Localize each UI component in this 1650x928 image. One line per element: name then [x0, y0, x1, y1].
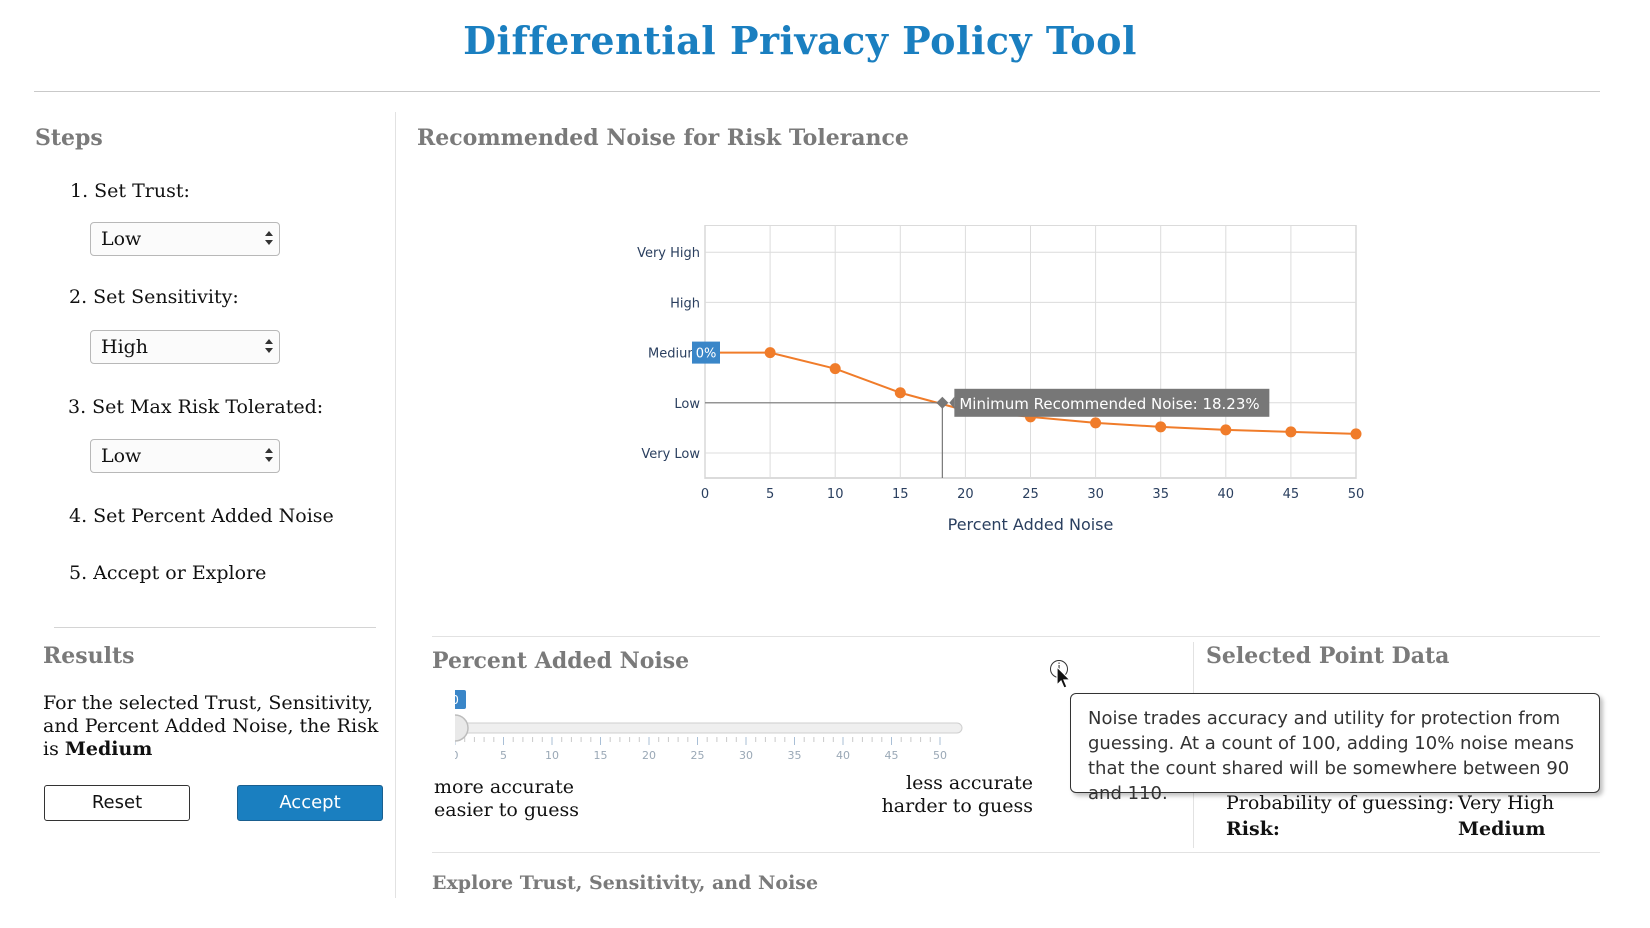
data-point [829, 363, 841, 375]
probability-value: Very High [1458, 792, 1555, 814]
sensitivity-select[interactable]: High [90, 330, 280, 364]
y-tick-label: Medium [648, 347, 700, 362]
trust-select[interactable]: Low [90, 222, 280, 256]
slider-handle[interactable] [455, 714, 469, 742]
explore-heading: Explore Trust, Sensitivity, and Noise [432, 872, 819, 894]
results-heading: Results [43, 643, 135, 669]
noise-slider[interactable]: 0 5 10 15 20 25 30 35 40 45 50 0 [455, 690, 1030, 770]
noise-info-tooltip: Noise trades accuracy and utility for pr… [1070, 693, 1600, 804]
y-tick-label: Low [674, 397, 700, 412]
x-tick-label: 30 [1087, 487, 1104, 502]
x-tick-label: 5 [766, 487, 774, 502]
slider-tick-label: 40 [836, 749, 850, 762]
noise-slider-heading: Percent Added Noise [432, 648, 690, 674]
select-arrows-icon [265, 230, 273, 248]
y-tick-label: Very Low [641, 447, 700, 462]
chart-heading: Recommended Noise for Risk Tolerance [417, 125, 909, 151]
section-divider [432, 852, 1600, 853]
step-set-noise-label: 4. Set Percent Added Noise [69, 505, 334, 527]
slider-value-label: 0 [455, 693, 459, 707]
slider-right-label-line2: harder to guess [881, 795, 1033, 817]
probability-label: Probability of guessing: [1226, 792, 1455, 814]
max-risk-select-value: Low [101, 445, 142, 467]
reset-button[interactable]: Reset [44, 785, 190, 821]
x-tick-label: 15 [892, 487, 909, 502]
section-divider [432, 636, 1600, 637]
y-tick-label: Very High [637, 246, 700, 261]
header-divider [34, 91, 1600, 92]
slider-tick-label: 15 [594, 749, 608, 762]
page-title: Differential Privacy Policy Tool [463, 18, 1137, 63]
current-point-badge-label: 0% [696, 347, 717, 362]
step-set-sensitivity-label: 2. Set Sensitivity: [69, 286, 239, 308]
data-point [1090, 417, 1102, 429]
x-tick-label: 35 [1152, 487, 1169, 502]
data-point [1285, 426, 1297, 438]
data-point [894, 387, 906, 399]
x-tick-label: 50 [1348, 487, 1365, 502]
select-arrows-icon [265, 338, 273, 356]
marker-diamond [936, 396, 949, 409]
slider-tick-label: 25 [691, 749, 705, 762]
slider-right-label: less accurate harder to guess [880, 772, 1033, 818]
marker-tooltip-label: Minimum Recommended Noise: 18.23% [959, 395, 1259, 413]
data-point [1155, 421, 1167, 433]
x-tick-label: 10 [827, 487, 844, 502]
slider-tick-label: 5 [500, 749, 507, 762]
data-point [1220, 424, 1232, 436]
slider-right-label-line1: less accurate [906, 772, 1033, 794]
results-text-prefix: For the selected Trust, Sensitivity, and… [43, 692, 379, 760]
slider-tick-label: 30 [739, 749, 753, 762]
y-tick-label: High [670, 296, 700, 311]
select-arrows-icon [265, 447, 273, 465]
max-risk-select[interactable]: Low [90, 439, 280, 473]
results-text: For the selected Trust, Sensitivity, and… [43, 692, 388, 761]
mouse-cursor-icon [1056, 666, 1072, 689]
trust-select-value: Low [101, 228, 142, 250]
slider-tick-label: 35 [788, 749, 802, 762]
step-set-max-risk-label: 3. Set Max Risk Tolerated: [68, 396, 324, 418]
x-tick-label: 40 [1218, 487, 1235, 502]
slider-tick-label: 10 [545, 749, 559, 762]
risk-value: Medium [1458, 818, 1546, 840]
slider-value-badge [455, 690, 466, 709]
slider-left-label-line2: easier to guess [434, 799, 580, 821]
results-divider [54, 627, 376, 628]
x-tick-label: 0 [701, 487, 709, 502]
slider-tick-label: 0 [455, 749, 459, 762]
sensitivity-select-value: High [101, 336, 149, 358]
selected-point-heading: Selected Point Data [1206, 643, 1450, 669]
step-accept-explore-label: 5. Accept or Explore [69, 562, 267, 584]
slider-tick-label: 50 [933, 749, 947, 762]
results-risk-value: Medium [64, 738, 153, 760]
data-point [1350, 428, 1362, 440]
marker-tooltip-box [954, 388, 1270, 417]
risk-label: Risk: [1226, 818, 1280, 840]
slider-tick-label: 45 [885, 749, 899, 762]
x-tick-label: 45 [1283, 487, 1300, 502]
x-tick-label: 20 [957, 487, 974, 502]
data-point [764, 347, 776, 359]
slider-tick-label: 20 [642, 749, 656, 762]
accept-button[interactable]: Accept [237, 785, 383, 821]
x-axis-title: Percent Added Noise [948, 515, 1114, 534]
slider-left-label-line1: more accurate [434, 776, 574, 798]
steps-heading: Steps [35, 125, 103, 151]
x-tick-label: 25 [1022, 487, 1039, 502]
sidebar-divider [395, 112, 396, 898]
slider-left-label: more accurate easier to guess [434, 776, 579, 822]
step-set-trust-label: 1. Set Trust: [70, 180, 190, 202]
slider-track [455, 722, 963, 734]
current-point-badge [692, 341, 720, 364]
marker-tooltip-pointer [949, 396, 955, 409]
